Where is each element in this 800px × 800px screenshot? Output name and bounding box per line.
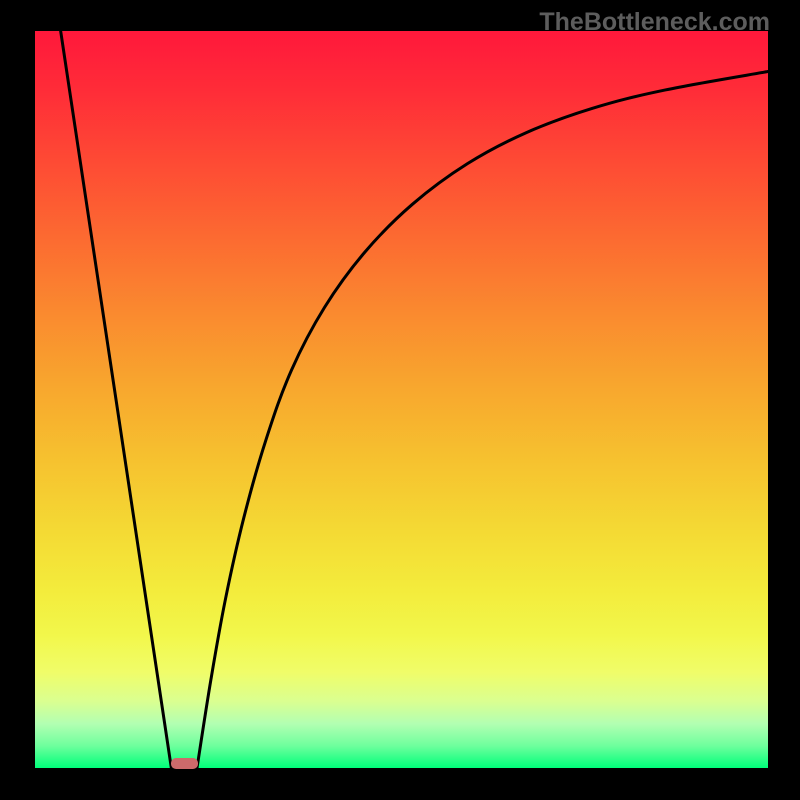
chart-container: TheBottleneck.com xyxy=(0,0,800,800)
watermark-text: TheBottleneck.com xyxy=(539,8,770,37)
plot-area xyxy=(35,31,768,768)
optimal-marker xyxy=(171,758,198,769)
bottleneck-curve xyxy=(35,31,768,768)
